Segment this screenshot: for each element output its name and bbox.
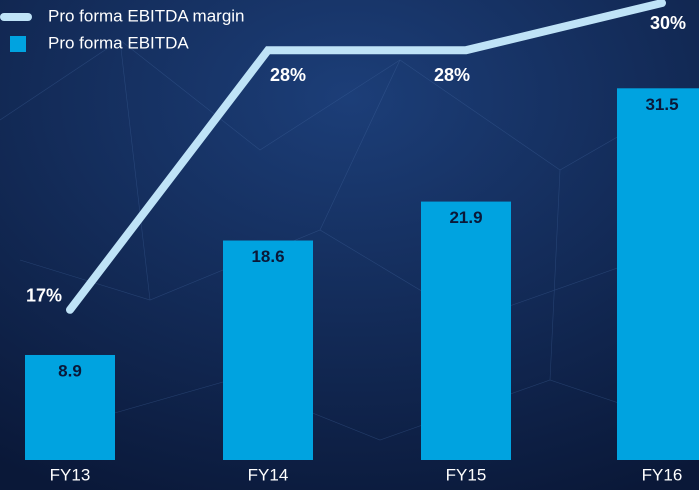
x-tick-label: FY13 [50, 465, 91, 484]
bar-value-label: 18.6 [251, 247, 284, 266]
line-value-label: 28% [434, 65, 470, 85]
line-value-label: 17% [26, 286, 62, 306]
legend-label: Pro forma EBITDA [48, 33, 189, 52]
bar-value-label: 8.9 [58, 361, 82, 380]
bar-value-label: 31.5 [645, 95, 678, 114]
page: FY13 FY14 FY15 FY16 8.9 18.6 21.9 31.5 17% 28% 28%… [0, 0, 699, 490]
chart: FY13 FY14 FY15 FY16 8.9 18.6 21.9 31.5 17% 28% 28%… [0, 0, 699, 490]
line-value-label: 30% [650, 13, 686, 33]
x-tick-label: FY15 [446, 465, 487, 484]
bar [223, 241, 313, 460]
bar-value-label: 21.9 [449, 208, 482, 227]
legend-label: Pro forma EBITDA margin [48, 6, 245, 25]
legend-swatch [10, 36, 26, 52]
line-value-label: 28% [270, 65, 306, 85]
x-tick-label: FY16 [642, 465, 683, 484]
bar [617, 88, 699, 460]
x-tick-label: FY14 [248, 465, 289, 484]
bar [421, 202, 511, 460]
